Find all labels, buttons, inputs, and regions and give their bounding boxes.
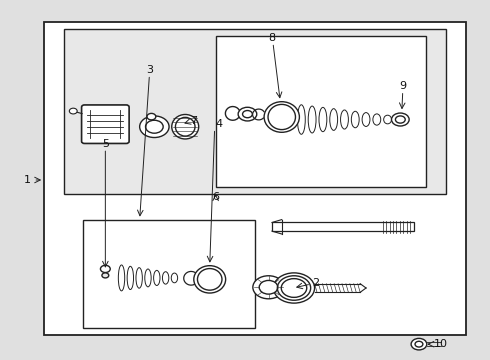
FancyBboxPatch shape xyxy=(81,105,129,143)
Circle shape xyxy=(146,120,163,133)
Ellipse shape xyxy=(319,107,327,132)
Text: 8: 8 xyxy=(269,33,275,43)
Ellipse shape xyxy=(119,265,124,291)
Circle shape xyxy=(238,107,257,121)
Circle shape xyxy=(273,273,315,303)
Ellipse shape xyxy=(330,109,338,130)
Ellipse shape xyxy=(264,102,299,132)
Ellipse shape xyxy=(172,114,199,139)
Ellipse shape xyxy=(362,113,370,126)
Ellipse shape xyxy=(268,104,295,130)
Ellipse shape xyxy=(197,269,222,290)
Bar xyxy=(272,222,414,231)
Text: 3: 3 xyxy=(146,65,153,75)
Ellipse shape xyxy=(145,269,151,287)
Circle shape xyxy=(259,280,278,294)
Circle shape xyxy=(253,276,284,299)
Ellipse shape xyxy=(194,266,225,293)
Bar xyxy=(64,29,446,194)
Text: 2: 2 xyxy=(313,278,319,288)
Bar xyxy=(44,22,466,335)
Ellipse shape xyxy=(175,117,195,136)
Text: 9: 9 xyxy=(399,81,406,91)
Ellipse shape xyxy=(127,266,133,289)
Text: 5: 5 xyxy=(102,139,109,149)
Circle shape xyxy=(415,341,423,347)
Ellipse shape xyxy=(136,268,142,288)
Circle shape xyxy=(147,113,156,120)
Text: 7: 7 xyxy=(190,116,197,126)
Circle shape xyxy=(411,338,427,350)
Circle shape xyxy=(70,108,77,114)
Text: 4: 4 xyxy=(216,119,222,129)
Ellipse shape xyxy=(373,114,381,125)
Ellipse shape xyxy=(162,272,169,284)
Ellipse shape xyxy=(154,270,160,285)
Ellipse shape xyxy=(351,111,359,128)
Ellipse shape xyxy=(308,106,316,133)
Bar xyxy=(83,220,255,328)
Ellipse shape xyxy=(341,110,348,129)
Bar xyxy=(216,36,426,187)
Circle shape xyxy=(281,279,307,297)
Ellipse shape xyxy=(297,105,305,134)
Circle shape xyxy=(102,273,109,278)
Ellipse shape xyxy=(384,115,392,124)
Ellipse shape xyxy=(172,273,177,283)
Text: 10: 10 xyxy=(434,339,448,349)
Text: 6: 6 xyxy=(212,192,219,202)
Circle shape xyxy=(100,265,110,273)
Circle shape xyxy=(392,113,409,126)
Circle shape xyxy=(395,116,405,123)
Text: 1: 1 xyxy=(24,175,30,185)
Circle shape xyxy=(140,116,169,138)
Circle shape xyxy=(243,111,252,118)
